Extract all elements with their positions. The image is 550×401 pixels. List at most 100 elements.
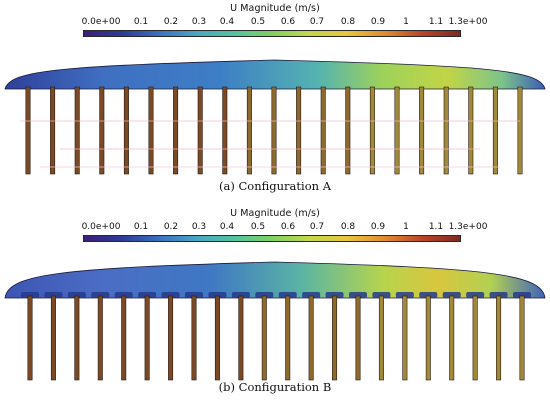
outlet-tube [369, 86, 375, 175]
tube-cap [442, 292, 461, 298]
velocity-field-plot [4, 59, 546, 175]
outlet-tube [308, 295, 314, 381]
manifold-body [4, 261, 546, 299]
outlet-tube [50, 86, 56, 175]
panel-configuration-a: U Magnitude (m/s) 0.0e+00 0.1 0.2 0.3 0.4 0.5… [0, 0, 550, 200]
tube-cap [419, 292, 438, 298]
outlet-tube [27, 295, 33, 381]
colorbar-tick-label: 0.8 [340, 17, 356, 27]
ghost-streaks [20, 120, 520, 168]
outlet-tube [517, 86, 523, 175]
outlet-tube [271, 86, 277, 175]
tube-cap [208, 292, 227, 298]
tube-cap [302, 292, 321, 298]
colorbar-tick-label: 0.4 [219, 17, 235, 27]
outlet-tube [345, 86, 351, 175]
colorbar [83, 30, 461, 37]
colorbar-tick-label: 0.9 [370, 17, 386, 27]
tube-cap [21, 292, 39, 298]
velocity-field-plot [4, 261, 546, 381]
outlet-tube [214, 295, 220, 381]
colorbar-ticks: 0.0e+00 0.1 0.2 0.3 0.4 0.5 0.6 0.7 0.8 0.9 1 1.1 1.… [0, 17, 550, 29]
outlet-tube [222, 86, 228, 175]
tube-cap [67, 292, 86, 298]
outlet-tube [519, 295, 525, 381]
tube-cap [44, 292, 63, 298]
colorbar-tick-label: 0.3 [191, 222, 207, 232]
tube-cap [185, 292, 203, 298]
colorbar-tick-label: 0.0e+00 [81, 222, 121, 232]
tube-cap [114, 292, 133, 298]
outlet-tube [425, 295, 431, 381]
outlet-tube [25, 86, 31, 175]
colorbar-tick-label: 0.9 [370, 222, 386, 232]
tube-cap [325, 292, 344, 298]
colorbar-tick-label: 1.3e+00 [448, 17, 488, 27]
outlet-tube [449, 295, 455, 381]
tube-cap [466, 292, 485, 298]
colorbar-tick-label: 0.5 [250, 17, 266, 27]
colorbar-tick-label: 0.7 [309, 17, 325, 27]
caption-b: (b) Configuration B [218, 380, 332, 394]
outlet-tube [173, 86, 179, 175]
tube-array [25, 86, 523, 175]
outlet-tube [197, 86, 203, 175]
outlet-tube [99, 86, 105, 175]
tube-cap [278, 292, 297, 298]
manifold-body [4, 59, 546, 90]
outlet-tube [238, 295, 244, 381]
colorbar-tick-label: 1.1 [428, 222, 444, 232]
colorbar-tick-label: 1 [403, 222, 409, 232]
outlet-tube [191, 295, 197, 381]
outlet-tube [121, 295, 127, 381]
colorbar-tick-label: 0.3 [191, 17, 207, 27]
panel-configuration-b: U Magnitude (m/s) 0.0e+00 0.1 0.2 0.3 0.4 0.5… [0, 200, 550, 401]
colorbar-tick-label: 0.0e+00 [81, 17, 121, 27]
colorbar-tick-label: 0.4 [219, 222, 235, 232]
outlet-tube [74, 86, 80, 175]
outlet-tube [355, 295, 361, 381]
outlet-tube [402, 295, 408, 381]
colorbar-tick-label: 1 [403, 17, 409, 27]
colorbar-tick-label: 0.2 [163, 17, 179, 27]
colorbar-tick-label: 1.1 [428, 17, 444, 27]
outlet-tube [74, 295, 80, 381]
outlet-tube [148, 86, 154, 175]
outlet-tube [97, 295, 103, 381]
outlet-tube [50, 295, 56, 381]
outlet-tube [332, 295, 338, 381]
colorbar-ticks: 0.0e+00 0.1 0.2 0.3 0.4 0.5 0.6 0.7 0.8 0.9 1 1.1 1.… [0, 222, 550, 234]
tube-cap [489, 292, 508, 298]
outlet-tube [320, 86, 326, 175]
outlet-tube [468, 86, 474, 175]
outlet-tube [168, 295, 174, 381]
outlet-tube [285, 295, 291, 381]
outlet-tube [496, 295, 502, 381]
tube-cap [91, 292, 110, 298]
colorbar-tick-label: 0.7 [309, 222, 325, 232]
colorbar-tick-label: 0.6 [280, 17, 296, 27]
tube-array [21, 292, 531, 381]
outlet-tube [419, 86, 425, 175]
caption-a: (a) Configuration A [219, 179, 331, 193]
colorbar-tick-label: 0.5 [250, 222, 266, 232]
outlet-tube [123, 86, 129, 175]
colorbar-title: U Magnitude (m/s) [230, 3, 320, 14]
colorbar-tick-label: 0.8 [340, 222, 356, 232]
outlet-tube [296, 86, 302, 175]
tube-cap [138, 292, 157, 298]
colorbar-tick-label: 0.2 [163, 222, 179, 232]
tube-cap [513, 292, 531, 298]
colorbar-title: U Magnitude (m/s) [230, 208, 320, 219]
colorbar-tick-label: 1.3e+00 [448, 222, 488, 232]
colorbar-tick-label: 0.1 [133, 222, 149, 232]
outlet-tube [378, 295, 384, 381]
colorbar-tick-label: 0.1 [133, 17, 149, 27]
tube-cap [231, 292, 250, 298]
colorbar [83, 235, 461, 242]
outlet-tube [246, 86, 252, 175]
colorbar-tick-label: 0.6 [280, 222, 296, 232]
outlet-tube [144, 295, 150, 381]
outlet-tube [261, 295, 267, 381]
outlet-tube [394, 86, 400, 175]
